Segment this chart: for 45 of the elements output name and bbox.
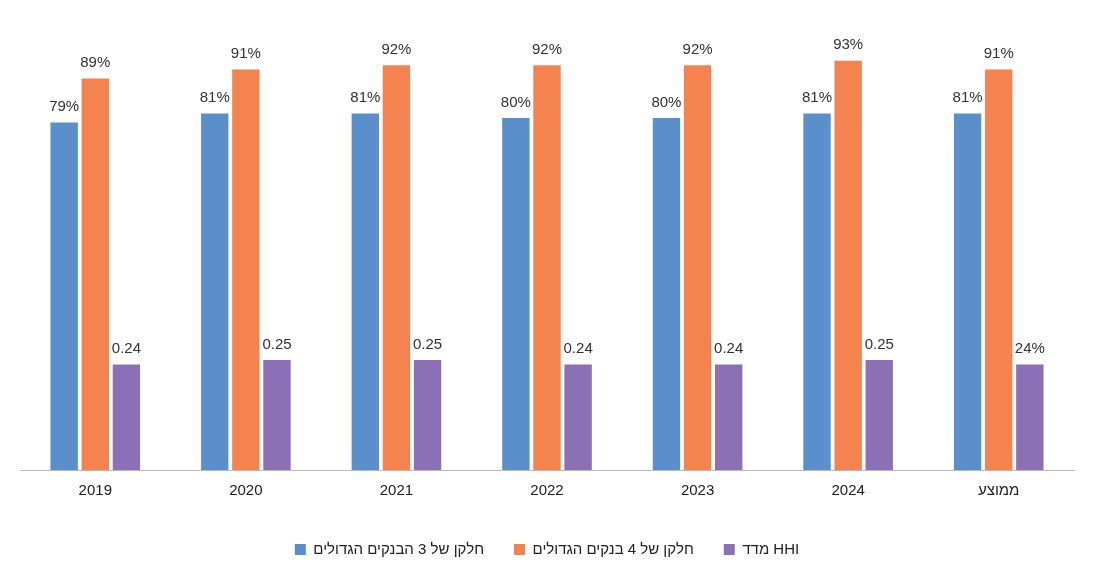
bar: [81, 78, 109, 470]
bar: [50, 122, 78, 470]
x-tick-label: 2019: [78, 481, 112, 499]
legend-label: חלקן של 3 הבנקים הגדולים: [313, 539, 485, 557]
data-label: 91%: [230, 44, 261, 62]
data-label: 81%: [350, 88, 381, 106]
data-label: 0.24: [563, 339, 593, 357]
data-label: 0.25: [262, 334, 292, 352]
data-label: 79%: [49, 97, 80, 115]
x-tick-label: 2020: [229, 481, 263, 499]
data-label: 92%: [682, 39, 713, 57]
data-label: 81%: [802, 88, 833, 106]
x-tick-label: 2022: [530, 481, 564, 499]
bar: [683, 65, 712, 470]
data-label: 0.25: [412, 334, 443, 352]
x-tick-label: 2023: [680, 481, 715, 499]
x-tick-label: ממוצע: [978, 481, 1020, 499]
data-label: 93%: [833, 35, 864, 53]
bar: [382, 65, 411, 470]
bar: [985, 69, 1013, 470]
bar: [232, 69, 260, 470]
data-label: 92%: [531, 39, 563, 57]
data-label: 89%: [80, 53, 111, 71]
bar: [533, 65, 561, 470]
bar: [953, 113, 982, 470]
bar: [351, 113, 379, 470]
legend-label: מדד HHI: [742, 539, 800, 557]
data-label: 80%: [500, 92, 531, 110]
data-label: 92%: [381, 39, 412, 57]
data-label: 0.24: [111, 339, 142, 357]
data-label: 81%: [199, 88, 230, 106]
data-label: 0.25: [864, 334, 894, 352]
data-label: 91%: [983, 44, 1014, 62]
legend-label: חלקן של 4 בנקים הגדולים: [532, 539, 694, 557]
bar: [834, 60, 862, 470]
x-tick-label: 2021: [379, 481, 414, 499]
data-label: 80%: [651, 92, 682, 110]
bar: [201, 113, 229, 470]
bar: [652, 118, 681, 470]
data-label: 0.24: [714, 339, 744, 357]
data-label: 24%: [1014, 339, 1045, 357]
x-tick-label: 2024: [831, 481, 865, 499]
data-label: 81%: [952, 88, 983, 106]
bar: [502, 118, 530, 470]
bar: [803, 113, 831, 470]
